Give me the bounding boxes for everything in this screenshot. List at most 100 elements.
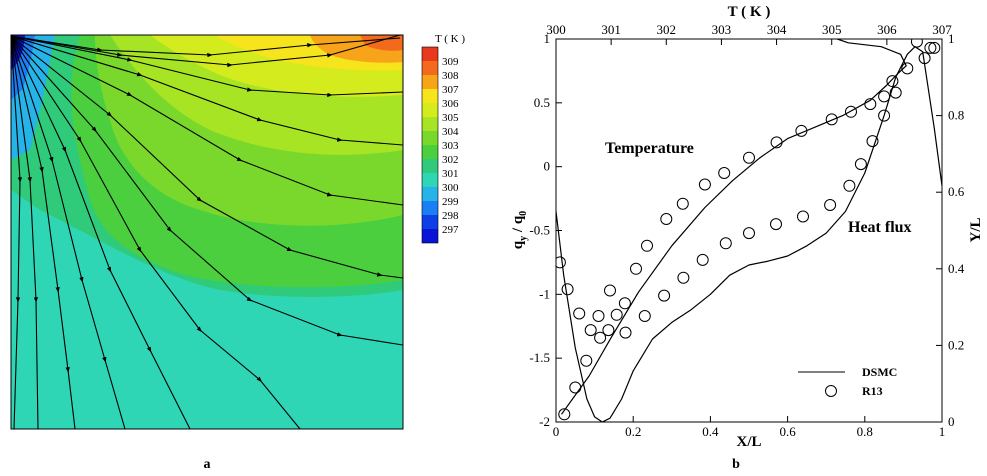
- colorbar-tick-label: 305: [442, 112, 459, 124]
- streamline: [11, 35, 191, 429]
- colorbar-segment: [422, 131, 438, 145]
- y-tick-label: 0: [544, 159, 551, 174]
- cavity-panel: [10, 34, 404, 430]
- colorbar-tick-label: 308: [442, 70, 459, 82]
- data-point-r13-temperature: [580, 354, 593, 367]
- colorbar-segment: [422, 61, 438, 75]
- colorbar-tick-label: 300: [442, 182, 459, 194]
- top-tick-label: 303: [712, 22, 732, 37]
- data-point-r13-temperature: [641, 239, 653, 252]
- data-point-r13-heat-flux: [619, 326, 632, 339]
- x-tick-label: 1: [939, 424, 946, 439]
- x-tick-label: 0.4: [702, 424, 719, 439]
- x-axis-label: X/L: [736, 434, 761, 450]
- data-point-r13-temperature: [845, 105, 857, 118]
- colorbar-tick-label: 307: [442, 84, 459, 96]
- data-point-r13-heat-flux: [901, 62, 914, 75]
- data-point-r13-temperature: [770, 136, 783, 149]
- legend: DSMC R13: [798, 365, 897, 398]
- annotation-heat-flux: Heat flux: [848, 219, 912, 236]
- data-point-r13-temperature: [878, 90, 891, 103]
- colorbar-frame: [421, 46, 439, 244]
- streamline: [11, 35, 76, 429]
- data-point-r13-temperature: [569, 381, 582, 394]
- panel-label-b: b: [732, 457, 740, 472]
- colorbar-tick-label: 302: [442, 154, 459, 166]
- x-tick-label: 0.8: [857, 424, 873, 439]
- data-point-r13-heat-flux: [696, 253, 709, 266]
- data-point-r13-temperature: [676, 197, 689, 210]
- y-tick-label: -1.5: [529, 350, 550, 365]
- data-point-r13-heat-flux: [924, 41, 937, 54]
- legend-entry-dsmc: DSMC: [862, 365, 897, 379]
- data-point-r13-heat-flux: [604, 284, 616, 297]
- data-point-r13-temperature: [610, 308, 623, 321]
- streamline: [11, 35, 301, 429]
- right-tick-label: 0.4: [948, 261, 965, 276]
- streamline: [11, 35, 23, 429]
- data-point-r13-heat-flux: [592, 310, 605, 322]
- right-tick-label: 1: [948, 31, 955, 46]
- colorbar-tick-label: 301: [442, 168, 459, 180]
- top-tick-label: 305: [822, 22, 842, 37]
- data-point-r13-heat-flux: [719, 237, 732, 250]
- colorbar-tick-label: 298: [442, 210, 459, 222]
- y-tick-label: -2: [539, 414, 550, 429]
- top-tick-label: 304: [767, 22, 787, 37]
- right-tick-label: 0: [948, 414, 955, 429]
- data-point-r13-temperature: [743, 151, 755, 164]
- data-point-r13-temperature: [558, 408, 571, 421]
- colorbar-segment: [422, 117, 438, 131]
- top-tick-label: 307: [932, 22, 952, 37]
- colorbar-segment: [422, 75, 438, 89]
- streamlines: [11, 35, 403, 429]
- cavity-frame: [10, 34, 404, 430]
- data-point-r13-heat-flux: [677, 271, 690, 284]
- colorbar-tick-label: 309: [442, 56, 459, 68]
- right-tick-label: 0.8: [948, 108, 964, 123]
- data-point-r13-temperature: [886, 75, 899, 88]
- data-point-r13-temperature: [618, 297, 631, 310]
- series-line-dsmc-heat-flux: [556, 46, 942, 422]
- data-point-r13-heat-flux: [854, 158, 867, 171]
- colorbar-segment: [422, 103, 438, 117]
- y-tick-label: 1: [544, 31, 551, 46]
- data-point-r13-heat-flux: [658, 289, 671, 302]
- colorbar-tick-label: 297: [442, 224, 459, 236]
- colorbar-tick-label: 303: [442, 140, 459, 152]
- top-axis-label: T ( K ): [728, 4, 771, 20]
- data-point-r13-heat-flux: [743, 227, 755, 240]
- data-point-r13-heat-flux: [584, 324, 597, 337]
- data-point-r13-heat-flux: [638, 310, 651, 322]
- colorbar-title: T ( K ): [435, 33, 465, 45]
- colorbar-segment: [422, 187, 438, 201]
- data-point-r13-temperature: [795, 124, 808, 137]
- data-point-r13-temperature: [864, 98, 877, 111]
- data-point-r13-heat-flux: [556, 256, 566, 269]
- data-point-r13-temperature: [660, 213, 673, 225]
- top-tick-label: 301: [601, 22, 621, 37]
- series-line-dsmc-temperature: [561, 39, 907, 415]
- colorbar-tick-label: 306: [442, 98, 459, 110]
- data-point-r13-heat-flux: [928, 41, 941, 54]
- y-axis-label: qy / q0: [510, 211, 529, 249]
- data-point-r13-temperature: [825, 113, 838, 126]
- data-point-r13-temperature: [602, 324, 615, 337]
- data-point-r13-heat-flux: [918, 52, 931, 65]
- data-point-r13-heat-flux: [910, 39, 923, 48]
- y-tick-label: -1: [539, 286, 550, 301]
- data-point-r13-heat-flux: [843, 179, 856, 192]
- colorbar-segment: [422, 159, 438, 173]
- data-point-r13-heat-flux: [797, 210, 809, 223]
- streamline: [11, 35, 401, 58]
- colorbar-tick-label: 299: [442, 196, 459, 208]
- data-point-r13-heat-flux: [573, 307, 586, 320]
- data-point-r13-heat-flux: [878, 109, 891, 122]
- colorbar-segment: [422, 47, 438, 61]
- streamline: [11, 35, 39, 429]
- panel-label-a: a: [204, 457, 211, 472]
- y-tick-label: -0.5: [529, 223, 550, 238]
- y-tick-label: 0.5: [534, 95, 550, 110]
